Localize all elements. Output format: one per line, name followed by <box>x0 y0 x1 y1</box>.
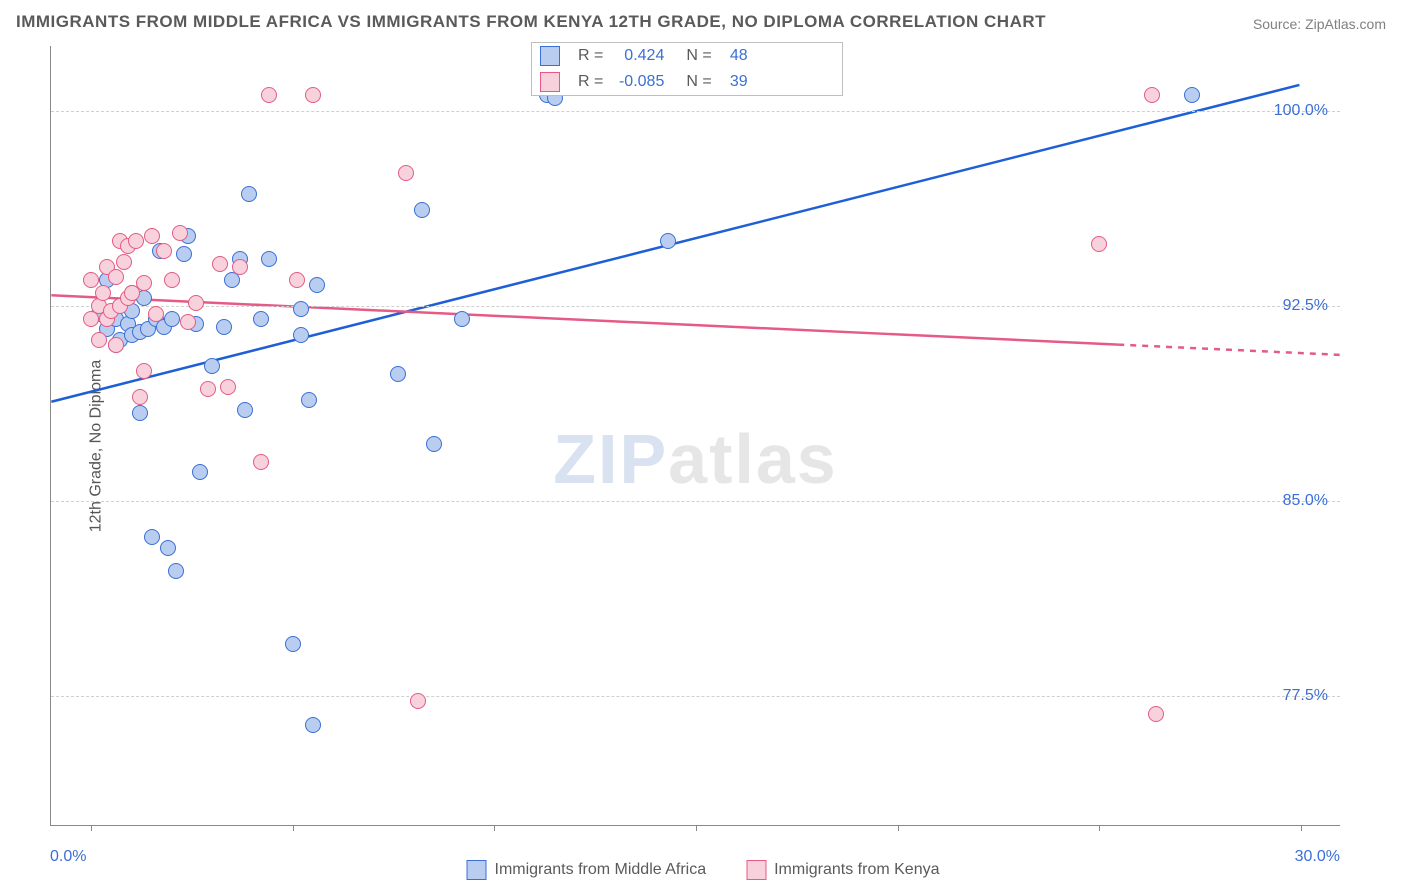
bottom-legend: Immigrants from Middle Africa Immigrants … <box>467 860 940 880</box>
gridline <box>51 111 1340 112</box>
data-point-kenya <box>136 363 152 379</box>
x-tick <box>1301 825 1302 831</box>
data-point-kenya <box>253 454 269 470</box>
r-label: R = <box>578 47 603 65</box>
data-point-middle_africa <box>237 402 253 418</box>
corr-legend-row-middle_africa: R = 0.424 N = 48 <box>532 43 842 69</box>
data-point-kenya <box>188 295 204 311</box>
n-value: 39 <box>718 73 748 91</box>
data-point-middle_africa <box>293 327 309 343</box>
source-label: Source: ZipAtlas.com <box>1253 16 1386 32</box>
swatch-kenya <box>540 72 560 92</box>
trend-line-kenya <box>51 295 1118 344</box>
data-point-kenya <box>108 269 124 285</box>
plot-area: ZIPatlas R = 0.424 N = 48 R = -0.085 N = 39 77.… <box>50 46 1340 826</box>
data-point-kenya <box>108 337 124 353</box>
legend-label: Immigrants from Middle Africa <box>495 861 707 878</box>
trend-line-dash-kenya <box>1118 345 1339 355</box>
data-point-kenya <box>156 243 172 259</box>
gridline <box>51 696 1340 697</box>
swatch-middle_africa <box>467 860 487 880</box>
r-value: 0.424 <box>609 47 664 65</box>
legend-item-middle_africa: Immigrants from Middle Africa <box>467 860 707 880</box>
r-value: -0.085 <box>609 73 664 91</box>
trend-lines-layer <box>51 46 1340 825</box>
x-tick <box>1099 825 1100 831</box>
data-point-kenya <box>1144 87 1160 103</box>
data-point-middle_africa <box>414 202 430 218</box>
data-point-middle_africa <box>132 405 148 421</box>
data-point-kenya <box>148 306 164 322</box>
data-point-middle_africa <box>192 464 208 480</box>
n-label: N = <box>686 47 711 65</box>
data-point-kenya <box>132 389 148 405</box>
data-point-kenya <box>128 233 144 249</box>
data-point-middle_africa <box>160 540 176 556</box>
data-point-kenya <box>200 381 216 397</box>
correlation-legend: R = 0.424 N = 48 R = -0.085 N = 39 <box>531 42 843 96</box>
data-point-middle_africa <box>176 246 192 262</box>
n-value: 48 <box>718 47 748 65</box>
x-tick <box>696 825 697 831</box>
y-tick-label: 85.0% <box>1283 492 1328 510</box>
data-point-kenya <box>261 87 277 103</box>
data-point-kenya <box>91 332 107 348</box>
x-axis-max-label: 30.0% <box>1295 848 1340 866</box>
data-point-middle_africa <box>390 366 406 382</box>
data-point-kenya <box>164 272 180 288</box>
data-point-middle_africa <box>301 392 317 408</box>
corr-legend-row-kenya: R = -0.085 N = 39 <box>532 69 842 95</box>
data-point-middle_africa <box>285 636 301 652</box>
swatch-middle_africa <box>540 46 560 66</box>
x-tick <box>293 825 294 831</box>
data-point-kenya <box>398 165 414 181</box>
data-point-kenya <box>172 225 188 241</box>
chart-title: IMMIGRANTS FROM MIDDLE AFRICA VS IMMIGRA… <box>16 12 1046 32</box>
data-point-middle_africa <box>144 529 160 545</box>
x-tick <box>898 825 899 831</box>
data-point-kenya <box>1148 706 1164 722</box>
data-point-kenya <box>305 87 321 103</box>
data-point-middle_africa <box>309 277 325 293</box>
x-tick <box>494 825 495 831</box>
watermark: ZIPatlas <box>553 419 837 499</box>
data-point-kenya <box>83 272 99 288</box>
swatch-kenya <box>746 860 766 880</box>
gridline <box>51 501 1340 502</box>
data-point-middle_africa <box>293 301 309 317</box>
data-point-middle_africa <box>253 311 269 327</box>
data-point-kenya <box>410 693 426 709</box>
data-point-middle_africa <box>1184 87 1200 103</box>
data-point-middle_africa <box>261 251 277 267</box>
y-tick-label: 92.5% <box>1283 297 1328 315</box>
data-point-kenya <box>116 254 132 270</box>
r-label: R = <box>578 73 603 91</box>
data-point-middle_africa <box>660 233 676 249</box>
data-point-middle_africa <box>168 563 184 579</box>
x-tick <box>91 825 92 831</box>
data-point-kenya <box>212 256 228 272</box>
data-point-kenya <box>136 275 152 291</box>
data-point-middle_africa <box>305 717 321 733</box>
data-point-kenya <box>95 285 111 301</box>
data-point-kenya <box>289 272 305 288</box>
y-tick-label: 100.0% <box>1274 102 1328 120</box>
data-point-middle_africa <box>164 311 180 327</box>
data-point-middle_africa <box>216 319 232 335</box>
x-axis-min-label: 0.0% <box>50 848 86 866</box>
data-point-kenya <box>1091 236 1107 252</box>
y-tick-label: 77.5% <box>1283 687 1328 705</box>
gridline <box>51 306 1340 307</box>
data-point-middle_africa <box>426 436 442 452</box>
data-point-kenya <box>220 379 236 395</box>
data-point-middle_africa <box>204 358 220 374</box>
data-point-kenya <box>144 228 160 244</box>
data-point-middle_africa <box>241 186 257 202</box>
n-label: N = <box>686 73 711 91</box>
data-point-middle_africa <box>454 311 470 327</box>
legend-label: Immigrants from Kenya <box>774 861 939 878</box>
legend-item-kenya: Immigrants from Kenya <box>746 860 939 880</box>
data-point-kenya <box>180 314 196 330</box>
data-point-kenya <box>232 259 248 275</box>
